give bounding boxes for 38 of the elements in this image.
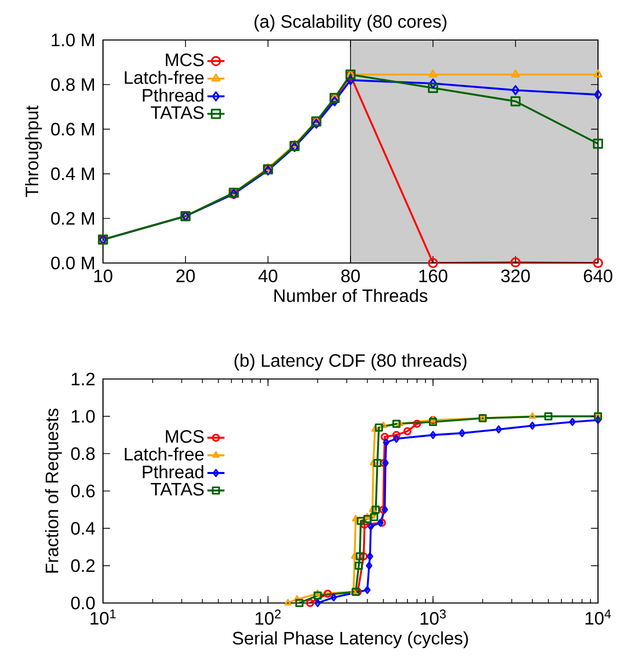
x-tick-label: 80 — [341, 270, 360, 282]
x-tick-label: 640 — [584, 270, 612, 282]
legend-label: Pthread — [142, 88, 204, 102]
x-tick-label: 320 — [501, 270, 530, 282]
y-tick-label: 1.0 M — [52, 34, 94, 46]
x-tick-label: 10$^{4}$ — [586, 610, 611, 625]
y-axis-title: Fraction of Requests — [45, 408, 62, 573]
y-tick-label: 0.8 M — [51, 78, 94, 91]
legend-label: Pthread — [142, 465, 204, 478]
y-tick-label: 1.2 — [72, 372, 95, 386]
legend-label: TATAS — [150, 106, 204, 119]
x-tick-label: 10 — [94, 270, 112, 282]
x-axis-title: Serial Phase Latency (cycles) — [232, 631, 468, 648]
x-tick-label: 40 — [258, 270, 278, 282]
legend-label: MCS — [166, 430, 204, 443]
y-tick-label: 0.0 M — [51, 256, 94, 270]
y-axis-title: Throughput — [25, 106, 42, 198]
y-tick-label: 0.2 M — [51, 212, 94, 225]
x-tick-label: 10$^{1}$ — [90, 610, 116, 625]
legend-label: TATAS — [150, 482, 204, 496]
y-tick-label: 0.6 M — [51, 122, 94, 136]
y-tick-label: 1.0 — [72, 410, 95, 423]
chart-title: (b) Latency CDF (80 threads) — [234, 354, 466, 370]
x-tick-label: 10$^{2}$ — [256, 610, 281, 625]
legend-label: Latch-free — [124, 70, 204, 84]
y-tick-label: 0.4 — [71, 522, 95, 535]
y-tick-label: 0.4 M — [51, 167, 94, 180]
y-tick-label: 0.8 — [71, 447, 95, 460]
chart-title: (a) Scalability (80 cores) — [254, 14, 446, 32]
y-tick-label: 0.6 — [71, 484, 95, 498]
legend-label: MCS — [166, 53, 204, 66]
y-tick-label: 0.0 — [71, 596, 95, 610]
legend-label: Latch-free — [124, 447, 204, 461]
x-tick-label: 20 — [176, 270, 195, 282]
x-tick-label: 160 — [419, 270, 448, 282]
x-tick-label: 10$^{3}$ — [420, 610, 446, 625]
y-tick-label: 0.2 — [71, 559, 95, 572]
x-axis-title: Number of Threads — [274, 288, 428, 302]
